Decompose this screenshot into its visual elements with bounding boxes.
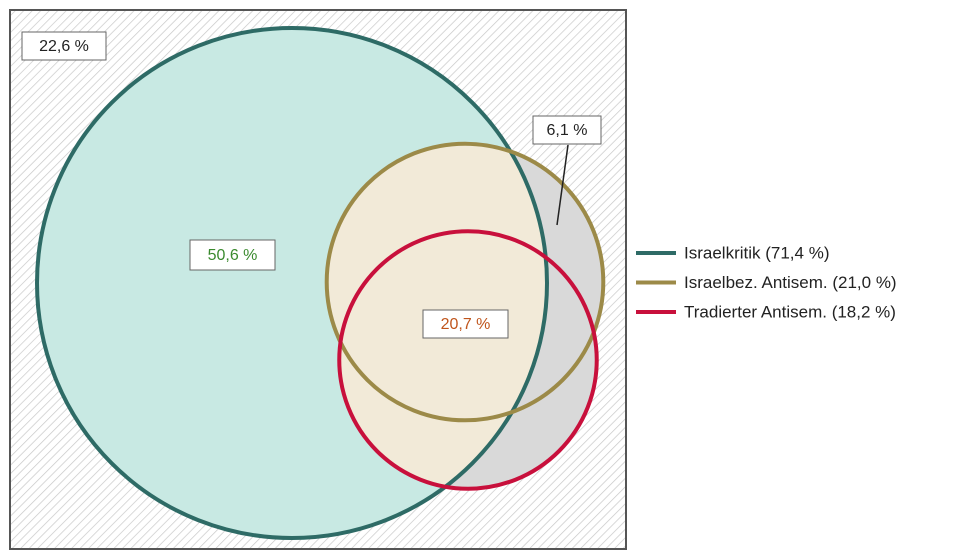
region-label-box — [532, 115, 602, 145]
region-label: 22,6 % — [39, 38, 89, 55]
set-circle — [337, 229, 599, 491]
legend-label: Tradierter Antisem. (18,2 %) — [684, 302, 896, 321]
region-label-box — [189, 239, 276, 271]
region-label: 20,7 % — [441, 316, 491, 333]
set-circle — [35, 26, 549, 540]
region-label: 6,1 % — [547, 122, 588, 139]
region-label: 50,6 % — [208, 247, 258, 264]
set-circle — [324, 141, 606, 423]
legend-label: Israelbez. Antisem. (21,0 %) — [684, 273, 897, 292]
leader-line — [556, 144, 569, 226]
legend-label: Israelkritik (71,4 %) — [684, 243, 829, 262]
region-label-box — [21, 31, 107, 61]
region-label-box — [422, 309, 509, 339]
